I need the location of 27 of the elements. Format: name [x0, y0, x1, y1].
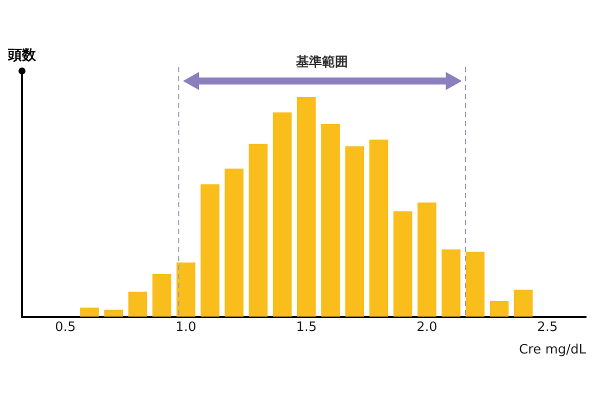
x-tick-label: 0.5 [55, 320, 76, 335]
bar [297, 97, 316, 317]
bar [418, 202, 436, 317]
x-tick-label: 1.0 [176, 320, 196, 335]
x-tick-label: 2.5 [537, 320, 558, 335]
bar [176, 262, 196, 317]
bar [128, 292, 148, 317]
bar [224, 168, 244, 317]
x-tick-label: 1.5 [296, 320, 317, 335]
bar [345, 146, 364, 317]
text: 基準範囲 [295, 54, 348, 70]
bar [442, 249, 460, 317]
bar [490, 300, 509, 317]
bar [200, 184, 220, 317]
bar [272, 112, 292, 317]
x-tick-label: 2.0 [416, 320, 438, 335]
bar [248, 144, 268, 317]
bar [80, 308, 99, 317]
bar [514, 290, 533, 317]
bar [152, 274, 172, 317]
x-axis-title: Cre mg/dL [518, 342, 587, 358]
bar [466, 252, 485, 317]
bar [393, 211, 412, 317]
bar [369, 140, 388, 317]
bar [321, 124, 340, 317]
y-axis-title: 頭数 [7, 48, 37, 64]
bar [104, 310, 123, 317]
